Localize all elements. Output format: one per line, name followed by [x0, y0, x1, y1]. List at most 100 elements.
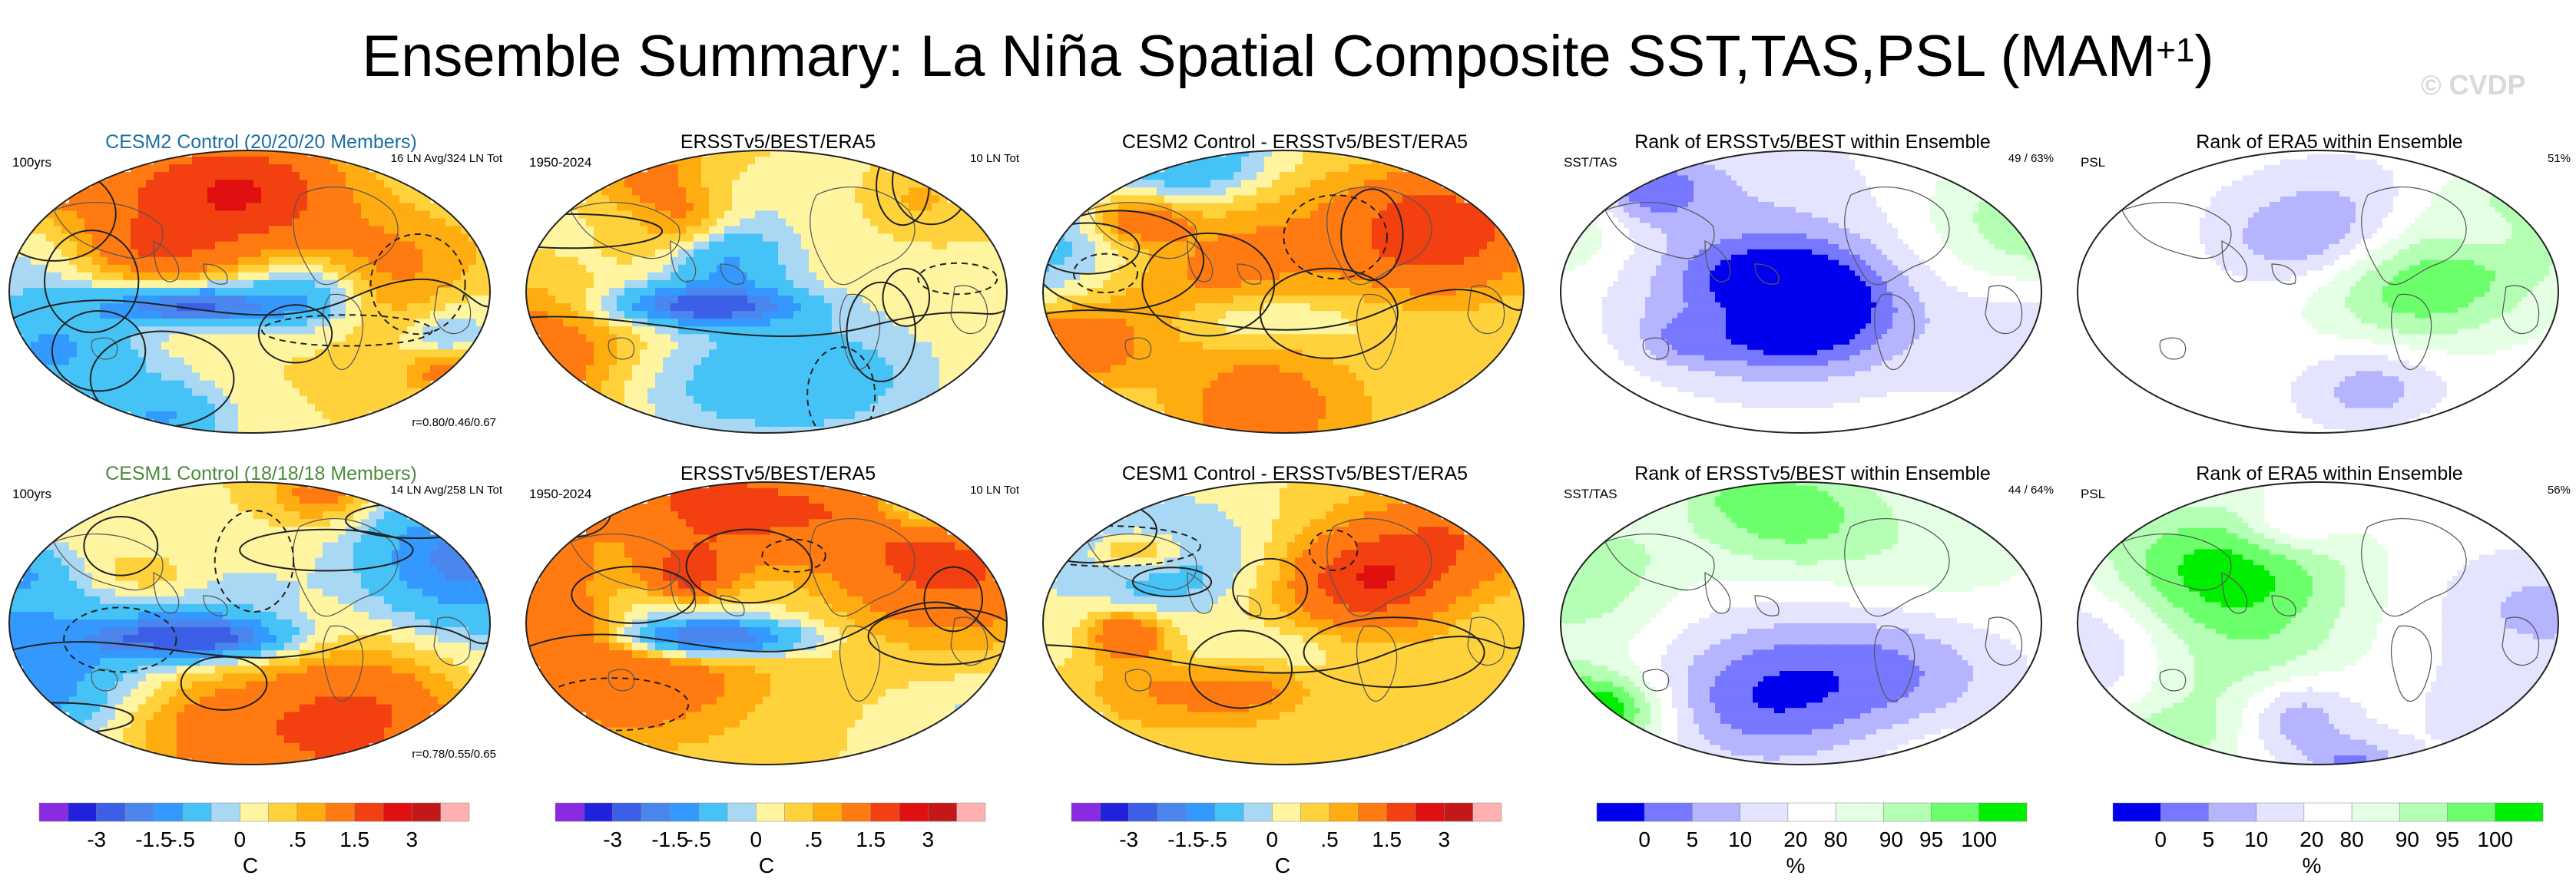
colorbar-tick-label: -1.5: [651, 828, 688, 852]
colorbar-swatch: [1157, 803, 1186, 821]
panel-right-label: 16 LN Avg/324 LN Tot: [391, 152, 502, 165]
page-title: Ensemble Summary: La Niña Spatial Compos…: [0, 18, 2576, 95]
colorbar-swatch: [1836, 803, 1883, 821]
global-map: [525, 149, 1008, 434]
colorbar-swatch: [1415, 803, 1444, 821]
colorbar-swatch: [1788, 803, 1836, 821]
colorbar-swatch: [1979, 803, 2027, 821]
colorbar-swatch: [1473, 803, 1502, 821]
colorbar-tick-label: 1.5: [339, 828, 369, 852]
colorbar-swatch: [957, 803, 985, 821]
colorbar-swatch: [584, 803, 612, 821]
title-superscript: +1: [2156, 31, 2194, 69]
global-map: [1559, 481, 2043, 766]
colorbar-swatch: [269, 803, 297, 821]
colorbar-swatch: [297, 803, 326, 821]
cvdp-watermark: © CVDP: [2421, 69, 2526, 101]
colorbar-swatch: [383, 803, 412, 821]
map-panel: CESM1 Control - ERSSTv5/BEST/ERA5: [1041, 462, 1548, 785]
colorbar-tick-label: .5: [804, 828, 822, 852]
colorbar-unit: %: [1786, 854, 1806, 878]
colorbar-tick-label: 0: [1638, 828, 1651, 852]
panel-right-label: 49 / 63%: [2008, 152, 2054, 165]
colorbar-tick-label: 3: [1439, 828, 1451, 852]
colorbar-unit: C: [243, 854, 258, 878]
colorbar-swatch: [871, 803, 899, 821]
colorbar-swatch: [355, 803, 383, 821]
colorbar-tick-label: -.5: [686, 828, 711, 852]
colorbar-swatch: [727, 803, 756, 821]
colorbar-swatch: [613, 803, 641, 821]
colorbar-swatch: [326, 803, 354, 821]
colorbar-swatch: [1644, 803, 1692, 821]
global-map: [8, 481, 492, 766]
colorbar-swatch: [68, 803, 96, 821]
colorbar-swatch: [1129, 803, 1157, 821]
colorbar-swatch: [1100, 803, 1128, 821]
panel-right-label: 44 / 64%: [2008, 484, 2054, 497]
colorbar-swatch: [412, 803, 440, 821]
global-map: [2076, 149, 2560, 434]
colorbar-swatch: [1597, 803, 1644, 821]
colorbar-swatch: [785, 803, 813, 821]
panel-left-label: 1950-2024: [529, 155, 591, 170]
colorbar-swatch: [2352, 803, 2399, 821]
title-close: ): [2194, 24, 2213, 89]
panel-left-label: 100yrs: [12, 155, 51, 170]
colorbar-swatch: [1932, 803, 1979, 821]
colorbar-swatch: [1692, 803, 1740, 821]
colorbar-swatch: [2160, 803, 2208, 821]
colorbar-swatch: [1272, 803, 1300, 821]
panel-left-label: PSL: [2081, 487, 2105, 502]
colorbar-tick-label: 95: [2435, 828, 2459, 852]
colorbar-swatch: [97, 803, 125, 821]
colorbar-tick-label: 10: [2244, 828, 2268, 852]
colorbar-tick-label: 1.5: [856, 828, 886, 852]
colorbar-tick-label: -1.5: [1167, 828, 1204, 852]
colorbar-swatch: [928, 803, 956, 821]
colorbar-tick-label: -1.5: [135, 828, 172, 852]
colorbar-swatch: [1243, 803, 1272, 821]
colorbar-swatch: [813, 803, 842, 821]
colorbar-tick-label: -.5: [1202, 828, 1227, 852]
global-map: [1041, 149, 1525, 434]
colorbar-tick-label: 100: [1961, 828, 1997, 852]
colorbar-swatch: [2256, 803, 2304, 821]
colorbar-unit: C: [759, 854, 774, 878]
global-map: [1041, 481, 1525, 766]
colorbar-tick-label: 10: [1728, 828, 1752, 852]
colorbar-swatch: [1071, 803, 1100, 821]
colorbar-swatch: [699, 803, 727, 821]
global-map: [1559, 149, 2043, 434]
colorbar-tick-label: 5: [1687, 828, 1699, 852]
colorbar-swatch: [670, 803, 698, 821]
colorbar-tick-label: 95: [1919, 828, 1943, 852]
global-map: [8, 149, 492, 434]
colorbar-tick-label: 90: [1879, 828, 1903, 852]
colorbar-swatch: [2208, 803, 2256, 821]
colorbar-tick-label: .5: [288, 828, 306, 852]
colorbar-tick-label: 0: [234, 828, 247, 852]
colorbar-swatch: [1387, 803, 1415, 821]
panel-right-label: 56%: [2548, 484, 2571, 497]
colorbar-swatch: [2113, 803, 2160, 821]
global-map: [2076, 481, 2560, 766]
panel-right-label: 10 LN Tot: [970, 152, 1019, 165]
colorbar-tick-label: 0: [2154, 828, 2167, 852]
colorbar-tick-label: 100: [2477, 828, 2513, 852]
colorbar-tick-label: 20: [2300, 828, 2323, 852]
colorbar-tick-label: 5: [2203, 828, 2215, 852]
panel-right-label: 14 LN Avg/258 LN Tot: [391, 484, 502, 497]
colorbar-swatch: [154, 803, 182, 821]
colorbar-tick-label: 1.5: [1372, 828, 1402, 852]
colorbar-swatch: [1444, 803, 1472, 821]
colorbar-swatch: [2304, 803, 2352, 821]
colorbar-swatch: [441, 803, 469, 821]
